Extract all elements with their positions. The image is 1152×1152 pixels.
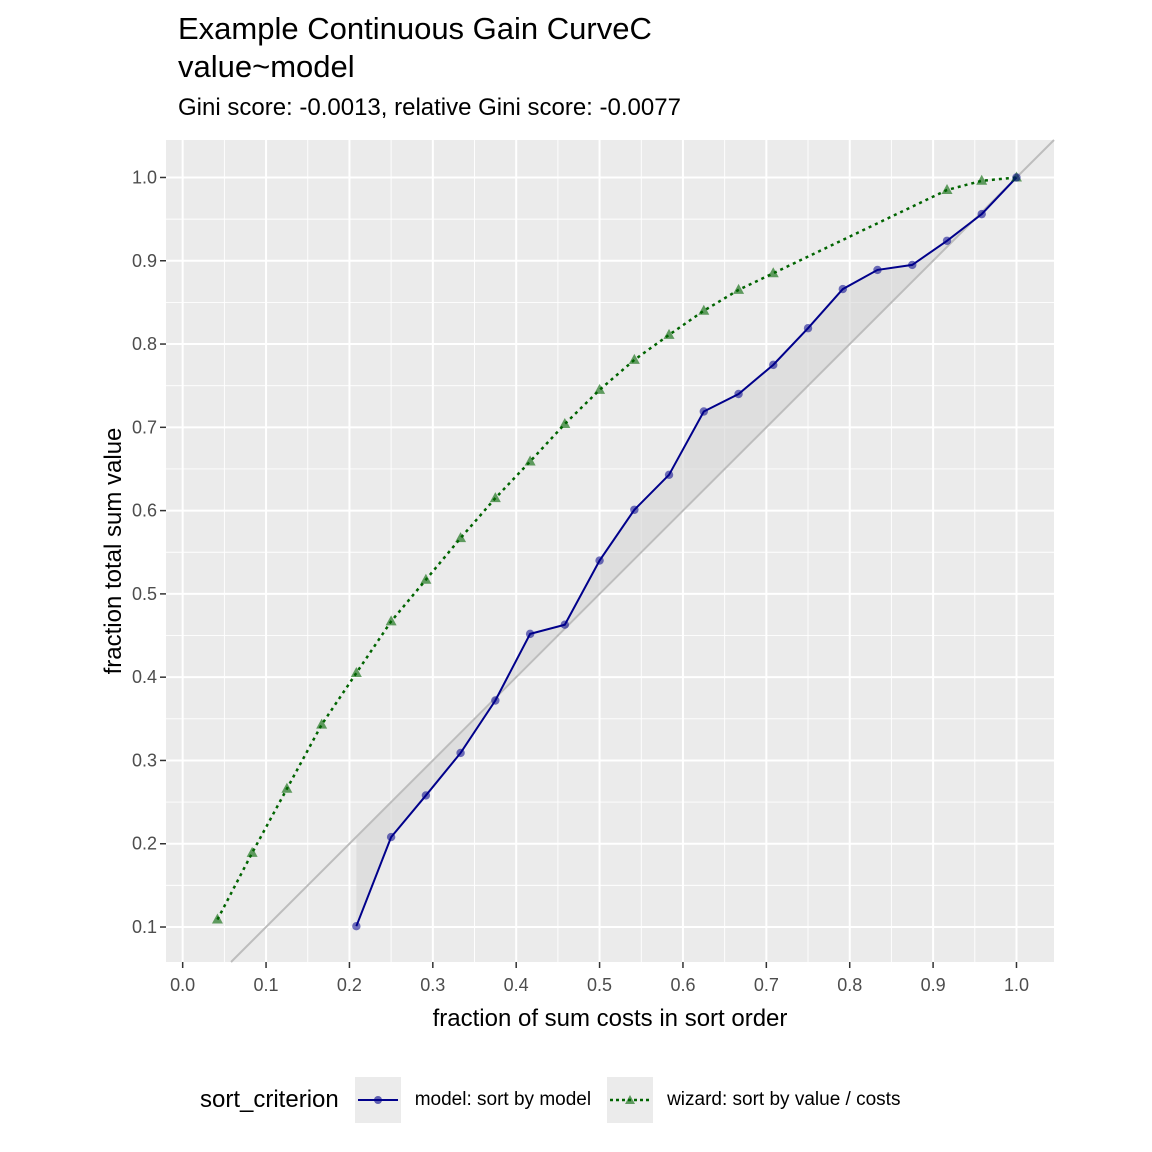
model-point (456, 748, 465, 758)
model-point (803, 324, 813, 333)
x-tick-label: 1.0 (1004, 975, 1029, 995)
y-tick-label: 0.7 (132, 417, 157, 437)
wizard-point (559, 417, 571, 428)
wizard-point (281, 782, 293, 793)
y-tick-label: 1.0 (132, 167, 157, 187)
wizard-point (420, 573, 432, 584)
x-axis: 0.0 0.1 0.2 0.3 0.4 0.5 0.6 0.7 0.8 0.9 1.0 (170, 962, 1029, 995)
legend: sort_criterion model: sort by model wiza… (200, 1075, 916, 1125)
wizard-series-line (216, 176, 1017, 921)
model-point (630, 505, 639, 514)
model-point (873, 265, 882, 275)
y-tick-label: 0.2 (132, 834, 157, 854)
legend-label-model: model: sort by model (414, 1089, 592, 1110)
wizard-point (594, 383, 606, 394)
model-point (560, 620, 570, 629)
wizard-point (733, 283, 745, 294)
model-point (664, 470, 674, 479)
major-grid (166, 140, 1054, 962)
model-point (491, 696, 500, 705)
legend-title: sort_criterion (200, 1086, 339, 1113)
x-tick-label: 0.4 (504, 975, 529, 995)
wizard-point (385, 615, 397, 626)
model-point (595, 556, 604, 565)
x-tick-label: 0.6 (670, 975, 695, 995)
legend-key-wizard (607, 1077, 654, 1123)
model-point (977, 209, 986, 219)
x-tick-label: 0.3 (420, 975, 445, 995)
x-tick-label: 0.9 (921, 975, 946, 995)
y-tick-label: 0.1 (132, 917, 157, 937)
x-tick-label: 0.8 (837, 975, 862, 995)
chart-subtitle: Gini score: -0.0013, relative Gini score… (178, 94, 681, 121)
model-point (769, 360, 778, 370)
chart-title-line1: Example Continuous Gain CurveC (178, 11, 652, 46)
x-tick-label: 0.1 (254, 975, 279, 995)
wizard-point (455, 532, 467, 543)
diagonal-reference-line (230, 139, 1055, 963)
x-tick-label: 0.2 (337, 975, 362, 995)
plot-layer (211, 139, 1055, 963)
x-tick-label: 0.5 (587, 975, 612, 995)
x-axis-title: fraction of sum costs in sort order (433, 1005, 788, 1032)
model-point (942, 236, 952, 245)
y-tick-label: 0.4 (132, 667, 157, 687)
wizard-point (524, 455, 536, 466)
wizard-point (767, 267, 779, 278)
y-tick-label: 0.3 (132, 750, 157, 770)
wizard-point (976, 174, 988, 185)
y-tick-label: 0.8 (132, 334, 157, 354)
wizard-point (489, 492, 501, 503)
y-tick-label: 0.9 (132, 251, 157, 271)
y-axis-title: fraction total sum value (100, 428, 127, 675)
model-point (908, 260, 917, 270)
model-point (525, 629, 535, 639)
wizard-point (628, 353, 640, 364)
wizard-point (941, 183, 953, 194)
chart-title-line2: value~model (178, 49, 355, 84)
wizard-point (246, 846, 258, 857)
wizard-point (316, 718, 328, 729)
wizard-point (211, 913, 223, 924)
model-point (734, 389, 743, 399)
wizard-point (663, 328, 675, 339)
model-point (1012, 173, 1021, 182)
y-tick-label: 0.6 (132, 501, 157, 521)
model-point (421, 791, 431, 800)
model-point (699, 407, 709, 416)
model-series-line (355, 176, 1018, 927)
y-tick-label: 0.5 (132, 584, 157, 604)
legend-key-model (354, 1077, 401, 1123)
x-tick-label: 0.7 (754, 975, 779, 995)
wizard-point (698, 304, 710, 315)
model-point (838, 284, 847, 294)
x-tick-label: 0.0 (170, 975, 195, 995)
model-point (352, 921, 361, 931)
legend-label-wizard: wizard: sort by value / costs (667, 1089, 901, 1110)
wizard-point (350, 667, 362, 678)
y-axis: 0.1 0.2 0.3 0.4 0.5 0.6 0.7 0.8 0.9 1.0 (132, 167, 166, 937)
model-point (386, 832, 396, 842)
